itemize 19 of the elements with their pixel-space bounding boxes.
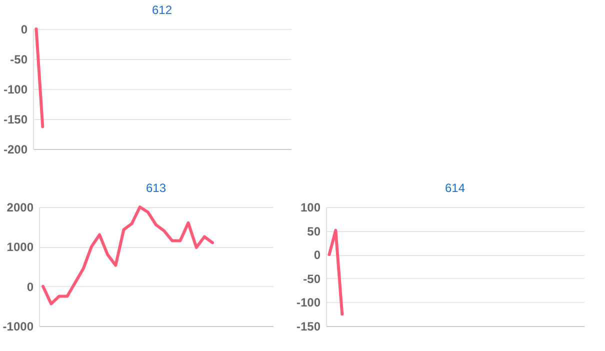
y-tick-label: 1000: [6, 240, 34, 254]
y-tick-label: -1000: [2, 320, 34, 334]
y-tick-label: -100: [296, 296, 321, 310]
y-tick-label: 0: [20, 22, 28, 36]
y-tick-label: -150: [296, 320, 321, 334]
chart-title: 612: [152, 3, 172, 17]
y-tick-label: -150: [3, 112, 28, 126]
chart-title: 614: [444, 181, 466, 195]
chart-title: 613: [146, 181, 166, 195]
y-tick-label: 0: [314, 248, 321, 262]
y-tick-label: 100: [300, 200, 321, 214]
y-tick-label: 50: [307, 224, 321, 238]
y-tick-label: -200: [3, 142, 28, 156]
y-tick-label: 2000: [6, 200, 34, 214]
line-series: [42, 206, 214, 306]
y-tick-label: -50: [303, 272, 321, 286]
y-tick-label: -50: [10, 52, 28, 66]
y-tick-label: -100: [3, 82, 28, 96]
y-tick-label: 0: [26, 280, 34, 294]
